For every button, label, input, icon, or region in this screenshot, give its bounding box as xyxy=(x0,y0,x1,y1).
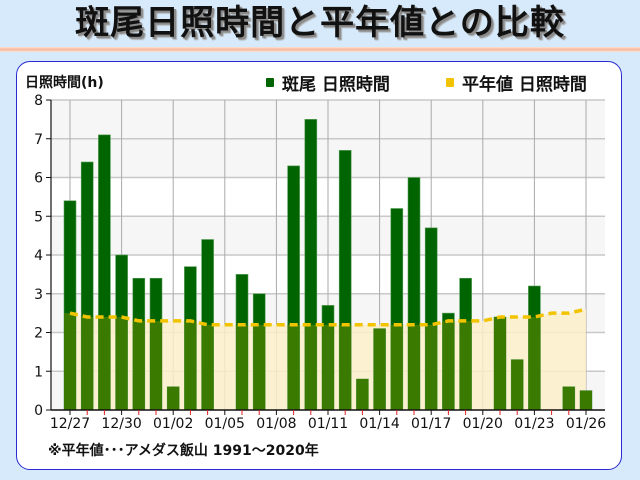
observed-bar-overlap xyxy=(184,320,197,410)
page-title: 斑尾日照時間と平年値との比較 xyxy=(75,3,565,43)
observed-bar-overlap xyxy=(322,324,334,410)
footnote: ※平年値･･･アメダス飯山 1991〜2020年 xyxy=(48,443,319,459)
observed-bar-overlap xyxy=(64,313,76,410)
observed-bar-overlap xyxy=(494,317,506,410)
observed-bar-overlap xyxy=(287,324,300,410)
y-tick-label: 7 xyxy=(34,132,43,148)
legend-observed-label: 斑尾 日照時間 xyxy=(282,75,390,95)
observed-bar-overlap xyxy=(167,386,180,410)
observed-bar-overlap xyxy=(408,324,420,410)
x-tick-label: 01/14 xyxy=(359,416,399,432)
observed-bar-overlap xyxy=(236,324,248,410)
observed-bar-overlap xyxy=(511,359,524,410)
observed-bar-overlap xyxy=(425,324,438,410)
y-tick-label: 6 xyxy=(34,171,43,187)
x-tick-label: 01/23 xyxy=(514,416,554,432)
y-tick-label: 8 xyxy=(34,93,43,109)
y-tick-label: 3 xyxy=(34,287,43,303)
observed-bar-overlap xyxy=(459,320,472,410)
observed-bar-overlap xyxy=(442,320,455,410)
observed-bar-overlap xyxy=(132,320,145,410)
observed-bar-overlap xyxy=(562,386,575,410)
observed-bar-overlap xyxy=(201,324,214,410)
x-tick-label: 01/20 xyxy=(463,416,503,432)
x-tick-label: 01/02 xyxy=(153,416,193,432)
x-tick-label: 01/26 xyxy=(566,416,606,432)
observed-bar-overlap xyxy=(253,324,266,410)
observed-bar-overlap xyxy=(339,324,352,410)
y-axis-label: 日照時間(h) xyxy=(25,75,104,91)
legend-green-swatch-icon xyxy=(266,78,274,87)
x-tick-label: 01/11 xyxy=(308,416,348,432)
y-tick-label: 5 xyxy=(34,209,43,225)
legend-normal-label: 平年値 日照時間 xyxy=(462,75,587,95)
x-tick-label: 12/30 xyxy=(101,416,141,432)
observed-bar-overlap xyxy=(373,328,386,410)
x-tick-label: 01/05 xyxy=(205,416,245,432)
observed-bar-overlap xyxy=(98,317,111,410)
observed-bar-overlap xyxy=(356,379,369,410)
y-tick-label: 0 xyxy=(34,403,43,419)
observed-bar-overlap xyxy=(580,390,592,410)
observed-bar-overlap xyxy=(81,317,94,410)
observed-bar-overlap xyxy=(528,317,541,410)
x-tick-label: 01/17 xyxy=(411,416,451,432)
observed-bar-overlap xyxy=(150,320,162,410)
legend-normal: 平年値 日照時間 xyxy=(446,70,587,95)
legend-observed: 斑尾 日照時間 xyxy=(266,70,390,95)
legend-yellow-swatch-icon xyxy=(446,78,454,87)
title-divider xyxy=(0,47,640,52)
x-tick-label: 12/27 xyxy=(50,416,90,432)
normal-line xyxy=(69,307,587,327)
observed-bar-overlap xyxy=(304,324,317,410)
y-tick-label: 2 xyxy=(34,326,43,342)
observed-bar-overlap xyxy=(115,317,128,410)
y-tick-label: 4 xyxy=(34,248,43,264)
observed-bar-overlap xyxy=(390,324,403,410)
y-tick-label: 1 xyxy=(34,364,43,380)
x-tick-label: 01/08 xyxy=(256,416,296,432)
